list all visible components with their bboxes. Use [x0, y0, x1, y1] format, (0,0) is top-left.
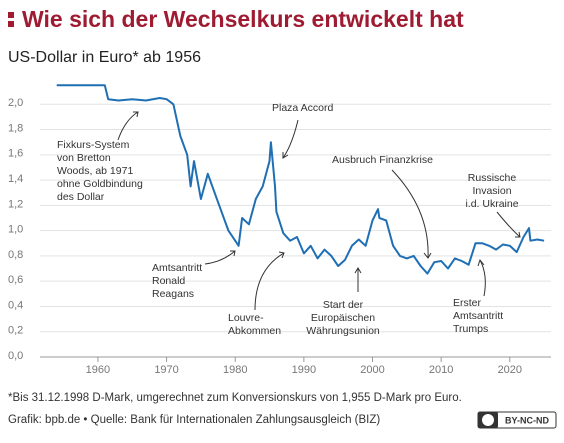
- annotation: Ronald: [152, 275, 185, 287]
- y-tick-label: 1,2: [8, 198, 23, 210]
- arrow: [496, 211, 521, 238]
- annotation: des Dollar: [57, 191, 105, 203]
- license: BY-NC-ND: [505, 415, 549, 425]
- title-icon: [8, 21, 14, 27]
- source: Grafik: bpb.de • Quelle: Bank für Intern…: [8, 414, 380, 426]
- y-tick-label: 1,6: [8, 148, 23, 160]
- y-tick-label: 0,2: [8, 325, 23, 337]
- arrow: [282, 119, 299, 159]
- y-tick-label: 2,0: [8, 97, 23, 109]
- y-tick-label: 0,8: [8, 249, 23, 261]
- annotation: ohne Goldbindung: [57, 178, 143, 190]
- y-tick-label: 1,0: [8, 224, 23, 236]
- annotation: Woods, ab 1971: [57, 165, 133, 177]
- annotation-arrows: [117, 111, 521, 311]
- x-tick-label: 2000: [360, 364, 384, 376]
- annotation: Invasion: [472, 185, 511, 197]
- annotation: Europäischen: [311, 312, 375, 324]
- annotation: i.d. Ukraine: [465, 198, 518, 210]
- chart-title: Wie sich der Wechselkurs entwickelt hat: [22, 6, 464, 32]
- y-tick-label: 1,8: [8, 122, 23, 134]
- x-tick-label: 1960: [86, 364, 110, 376]
- arrow: [117, 111, 139, 141]
- x-tick-label: 2020: [498, 364, 522, 376]
- annotation: Russische: [468, 172, 517, 184]
- arrow: [354, 267, 362, 292]
- x-tick-label: 1980: [223, 364, 247, 376]
- annotation: Amtsantritt: [152, 262, 202, 274]
- annotation: Abkommen: [228, 325, 281, 337]
- y-tick-label: 0,6: [8, 274, 23, 286]
- arrow: [204, 250, 236, 265]
- annotation: Start der: [323, 299, 364, 311]
- annotation: Ausbruch Finanzkrise: [332, 154, 433, 166]
- annotation: Amtsantritt: [453, 310, 503, 322]
- title-icon: [8, 12, 14, 18]
- y-tick-label: 1,4: [8, 173, 23, 185]
- annotation: Fixkurs-System: [57, 139, 130, 151]
- annotation: Erster: [453, 297, 482, 309]
- footnote: *Bis 31.12.1998 D-Mark, umgerechnet zum …: [8, 392, 462, 404]
- annotation: von Bretton: [57, 152, 111, 164]
- annotation: Louvre-: [228, 312, 264, 324]
- annotation: Reagans: [152, 288, 194, 300]
- license-icon: [482, 414, 494, 426]
- annotation: Plaza Accord: [272, 102, 333, 114]
- y-tick-label: 0,0: [8, 350, 23, 362]
- annotation: Währungsunion: [306, 325, 380, 337]
- annotation: Trumps: [453, 323, 488, 335]
- arrow: [254, 251, 285, 311]
- x-tick-label: 2010: [429, 364, 453, 376]
- arrow: [477, 258, 486, 297]
- arrow: [391, 169, 432, 259]
- x-tick-label: 1970: [154, 364, 178, 376]
- line: [56, 84, 545, 275]
- y-tick-label: 0,4: [8, 299, 23, 311]
- chart-subtitle: US-Dollar in Euro* ab 1956: [8, 49, 201, 66]
- x-tick-label: 1990: [292, 364, 316, 376]
